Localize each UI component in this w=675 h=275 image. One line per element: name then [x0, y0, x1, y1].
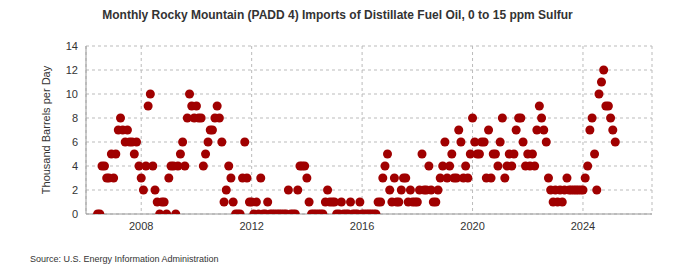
- svg-text:2008: 2008: [129, 220, 153, 232]
- svg-text:10: 10: [66, 88, 78, 100]
- svg-text:2024: 2024: [571, 220, 595, 232]
- svg-text:8: 8: [72, 112, 78, 124]
- svg-text:2020: 2020: [460, 220, 484, 232]
- svg-text:6: 6: [72, 136, 78, 148]
- html-text:Monthly Rocky Mountain (PADD 4: Monthly Rocky Mountain (PADD 4) Imports …: [102, 8, 573, 22]
- svg-text:2: 2: [72, 184, 78, 196]
- html-text:Thousand Barrels per Day: Thousand Barrels per Day: [40, 65, 52, 195]
- svg-text:12: 12: [66, 64, 78, 76]
- svg-text:4: 4: [72, 160, 78, 172]
- svg-text:0: 0: [72, 208, 78, 220]
- html-text:Source: U.S. Energy Informatio: Source: U.S. Energy Information Administ…: [30, 254, 219, 264]
- svg-text:14: 14: [66, 40, 78, 52]
- svg-text:2016: 2016: [350, 220, 374, 232]
- svg-text:2012: 2012: [239, 220, 263, 232]
